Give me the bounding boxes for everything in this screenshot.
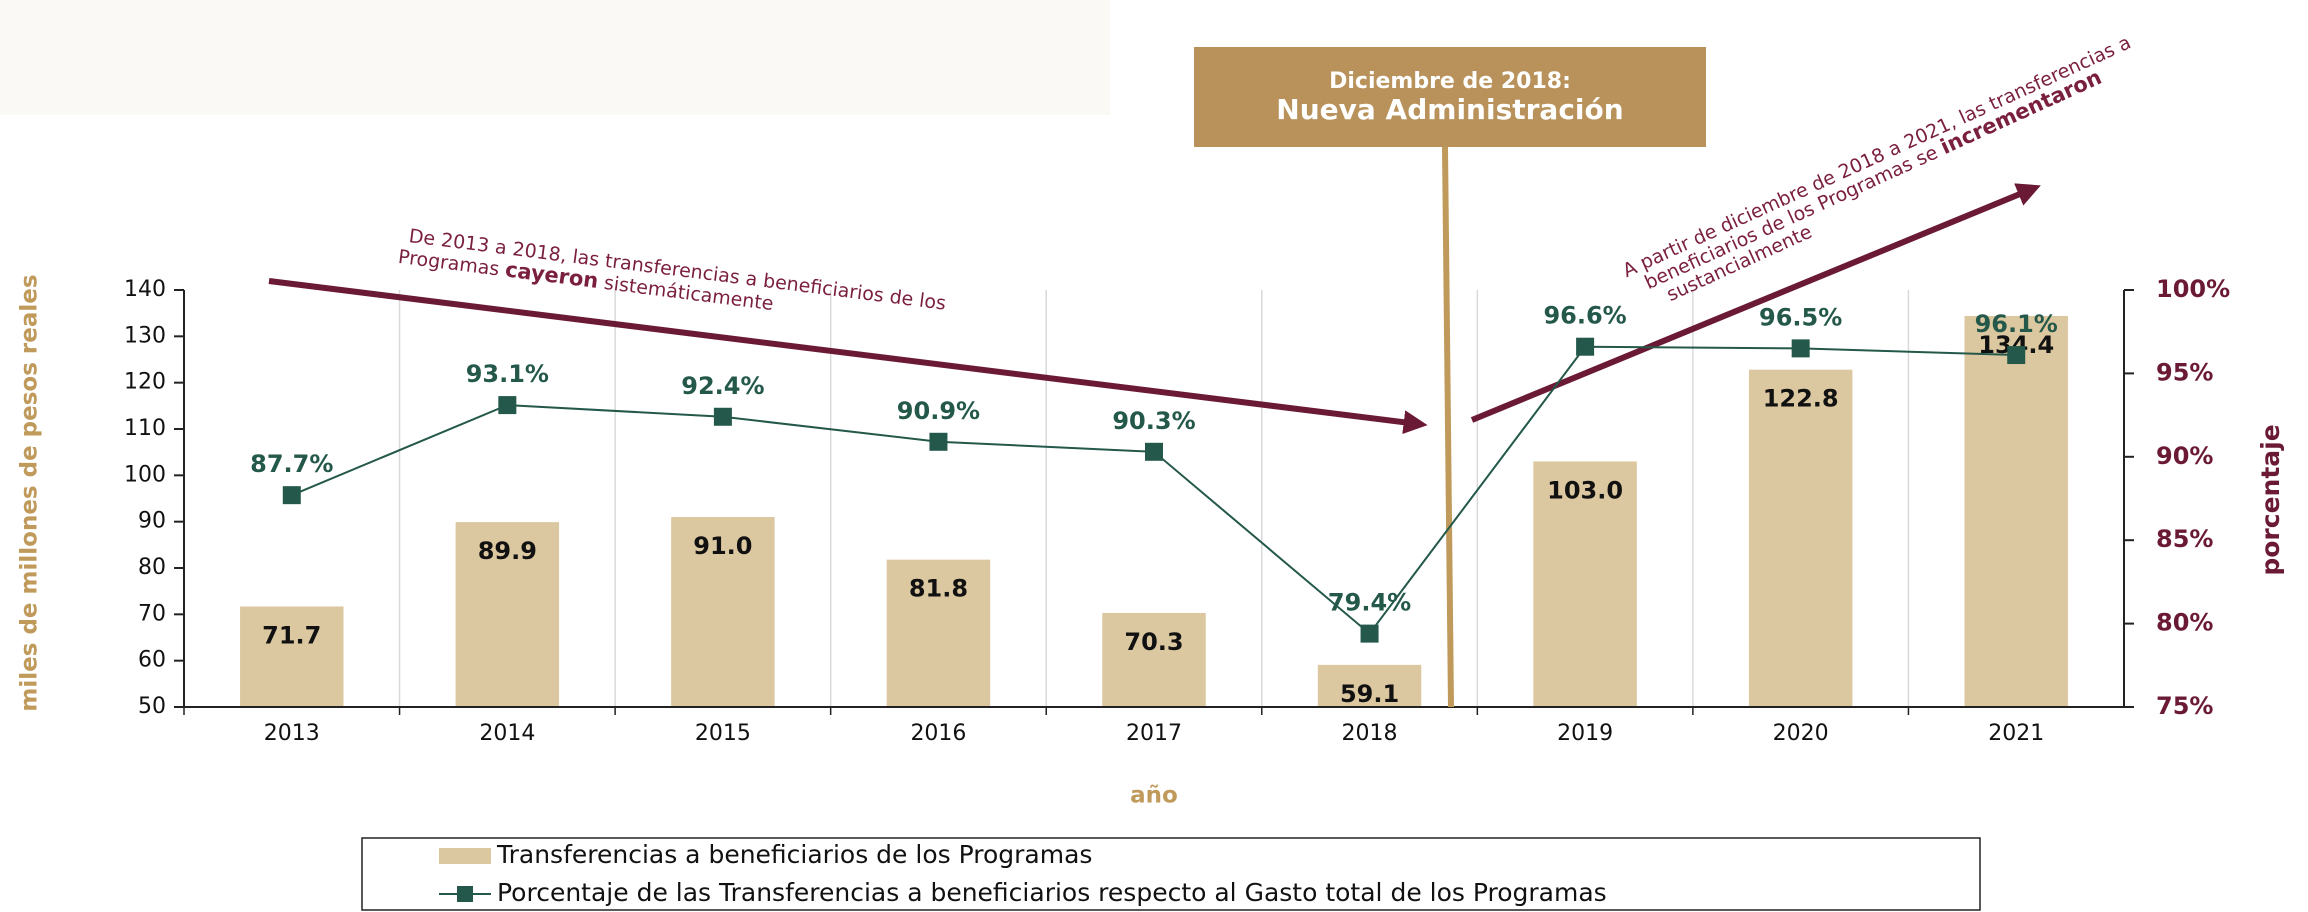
bar: [1749, 370, 1852, 707]
y2-tick-label: 95%: [2156, 358, 2213, 386]
x-tick-label: 2019: [1557, 721, 1613, 746]
y2-tick-label: 80%: [2156, 609, 2213, 637]
bar-value-label: 91.0: [693, 532, 752, 560]
y-tick-label: 130: [124, 323, 166, 348]
annotation-text: beneficiarios de los Programas se: [1641, 139, 1946, 294]
trend-arrow: [269, 281, 1418, 424]
line-value-label: 93.1%: [466, 360, 549, 388]
y-tick-label: 60: [138, 648, 166, 673]
legend-swatch: [457, 886, 473, 902]
bar: [1964, 316, 2067, 707]
x-tick-label: 2020: [1773, 721, 1829, 746]
y-tick-label: 50: [138, 694, 166, 719]
line-marker: [714, 408, 732, 426]
x-tick-label: 2014: [479, 721, 535, 746]
chart: 50 60 70 80 90 100 110 120 130 140 75% 80% 85% 90% 95%…: [0, 0, 2308, 912]
line-marker: [929, 433, 947, 451]
y-tick-label: 120: [124, 370, 166, 395]
divider-line: [1445, 147, 1451, 707]
line-value-label: 90.9%: [897, 397, 980, 425]
y-tick-label: 100: [124, 462, 166, 487]
x-tick-label: 2015: [695, 721, 751, 746]
bar-value-label: 89.9: [478, 537, 537, 565]
legend-label: Porcentaje de las Transferencias a benef…: [497, 878, 1607, 907]
y2-axis-title: porcentaje: [2256, 424, 2285, 575]
bar-value-label: 103.0: [1547, 476, 1623, 504]
line-marker: [283, 486, 301, 504]
line-value-label: 96.5%: [1759, 303, 1842, 331]
line-marker: [1792, 339, 1810, 357]
x-tick-label: 2021: [1988, 721, 2044, 746]
y2-tick-label: 85%: [2156, 525, 2213, 553]
line-value-label: 96.1%: [1975, 310, 2058, 338]
legend-label: Transferencias a beneficiarios de los Pr…: [496, 840, 1092, 869]
line-value-label: 87.7%: [250, 450, 333, 478]
x-tick-label: 2018: [1342, 721, 1398, 746]
header-line: Nueva Administración: [1276, 93, 1623, 126]
header-line: Diciembre de 2018:: [1329, 69, 1571, 94]
line-value-label: 90.3%: [1112, 407, 1195, 435]
x-tick-label: 2017: [1126, 721, 1182, 746]
y-tick-label: 90: [138, 509, 166, 534]
bar-value-label: 70.3: [1124, 628, 1183, 656]
annotation-line: beneficiarios de los Programas se increm…: [1641, 65, 2106, 294]
y-tick-label: 70: [138, 601, 166, 626]
line-marker: [2007, 346, 2025, 364]
y-axis-title: miles de millones de pesos reales: [17, 274, 43, 711]
line-value-label: 92.4%: [681, 372, 764, 400]
y-tick-label: 140: [124, 277, 166, 302]
y2-tick-label: 75%: [2156, 692, 2213, 720]
line-value-label: 79.4%: [1328, 589, 1411, 617]
watermark-band: [0, 0, 1110, 115]
y-tick-label: 110: [124, 416, 166, 441]
x-tick-label: 2016: [910, 721, 966, 746]
annotation: De 2013 a 2018, las transferencias a ben…: [397, 224, 947, 337]
bar-value-label: 59.1: [1340, 680, 1399, 708]
page: 50 60 70 80 90 100 110 120 130 140 75% 80% 85% 90% 95%…: [0, 0, 2308, 912]
line-value-label: 96.6%: [1543, 302, 1626, 330]
legend-swatch: [439, 848, 491, 864]
line-marker: [1145, 443, 1163, 461]
x-axis-title: año: [1130, 783, 1178, 809]
bar-value-label: 81.8: [909, 575, 968, 603]
x-tick-label: 2013: [264, 721, 320, 746]
line-marker: [1361, 625, 1379, 643]
y2-tick-label: 90%: [2156, 442, 2213, 470]
watermark: [0, 0, 1110, 115]
line-marker: [498, 396, 516, 414]
y-tick-label: 80: [138, 555, 166, 580]
line-marker: [1576, 338, 1594, 356]
bar-value-label: 122.8: [1763, 385, 1839, 413]
y2-tick-label: 100%: [2156, 275, 2230, 303]
bar-value-label: 71.7: [262, 621, 321, 649]
